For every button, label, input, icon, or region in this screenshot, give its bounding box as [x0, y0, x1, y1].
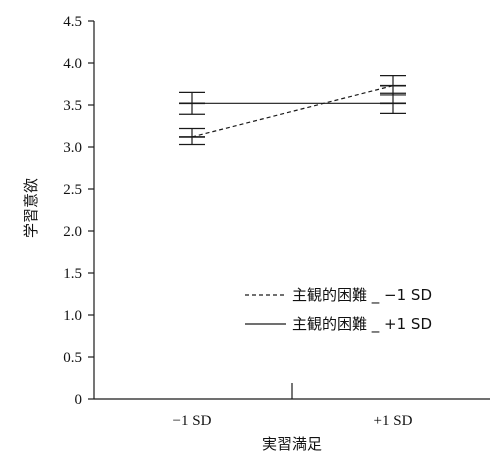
legend-label: 主観的困難 _ +1 SD	[292, 315, 432, 334]
axes	[93, 21, 490, 400]
legend: 主観的困難 _ −1 SD 主観的困難 _ +1 SD	[245, 286, 432, 334]
series-group	[179, 74, 406, 146]
y-ticks: 0 0.5 1.0 1.5 2.0 2.5 3.0 3.5 4.0 4.5 −1 SD +1 SD	[63, 14, 412, 429]
y-tick-label: 2.5	[63, 182, 82, 198]
series-group	[179, 91, 406, 115]
y-tick-label: 0.5	[63, 350, 82, 366]
x-axis-title: 実習満足	[262, 435, 322, 453]
x-tick-label: +1 SD	[374, 413, 413, 429]
series	[179, 74, 406, 146]
legend-label: 主観的困難 _ −1 SD	[292, 286, 432, 305]
y-tick-label: 0	[75, 392, 83, 408]
y-tick-label: 3.5	[63, 98, 82, 114]
series-line	[191, 85, 394, 138]
y-tick-label: 1.5	[63, 266, 82, 282]
y-tick-label: 2.0	[63, 224, 82, 240]
y-axis-title: 学習意欲	[22, 178, 40, 238]
y-tick-label: 4.5	[63, 14, 82, 30]
y-tick-label: 3.0	[63, 140, 82, 156]
x-tick-label: −1 SD	[173, 413, 212, 429]
y-tick-label: 4.0	[63, 56, 82, 72]
y-tick-label: 1.0	[63, 308, 82, 324]
